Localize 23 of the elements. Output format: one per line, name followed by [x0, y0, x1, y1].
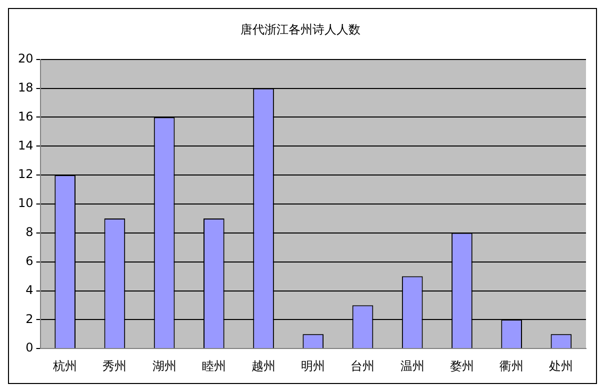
x-tick-label: 睦州: [202, 358, 226, 373]
y-tick-label: 20: [18, 52, 34, 66]
x-tick-label: 杭州: [52, 358, 78, 373]
chart-title: 唐代浙江各州诗人人数: [240, 22, 360, 36]
x-tick-label: 越州: [252, 358, 276, 373]
x-tick-label: 台州: [350, 358, 375, 373]
x-tick-label: 秀州: [102, 358, 127, 373]
y-tick-label: 2: [26, 312, 34, 326]
x-tick-label: 处州: [549, 358, 574, 373]
y-tick-label: 14: [18, 138, 34, 152]
y-tick-label: 0: [26, 340, 34, 355]
x-tick-label: 婺州: [450, 358, 474, 373]
y-tick-label: 16: [18, 109, 34, 124]
x-tick-label: 温州: [400, 358, 424, 373]
x-tick-label: 湖州: [152, 358, 176, 373]
y-tick-label: 4: [26, 282, 34, 297]
y-tick-label: 8: [26, 225, 34, 240]
y-tick-label: 18: [18, 80, 34, 94]
y-tick-label: 10: [18, 196, 34, 210]
x-tick-label: 衢州: [500, 358, 524, 373]
y-tick-label: 12: [18, 167, 34, 182]
y-tick-label: 6: [26, 254, 34, 268]
x-tick-label: 明州: [301, 358, 326, 373]
